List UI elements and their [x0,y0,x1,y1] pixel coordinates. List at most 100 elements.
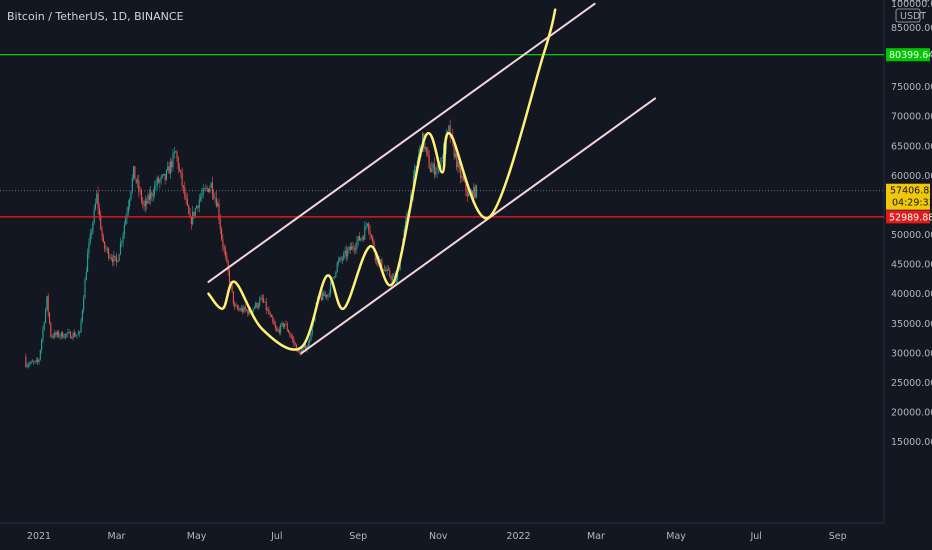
candle-body [299,353,301,355]
price-tick-label: 15000.00 [891,437,932,448]
projected-price-path[interactable] [207,8,557,351]
candle-body [59,336,61,337]
currency-badge[interactable] [895,8,921,23]
candle-body [194,208,196,216]
channel-lower-line[interactable] [300,97,657,354]
candle-body [207,188,209,193]
candle-body [261,297,263,299]
candle-body [356,241,358,249]
candle-body [364,226,366,240]
candle-body [398,268,400,271]
candle-body [29,363,31,365]
candle-body [255,302,257,308]
candle-body [231,284,233,292]
candle-body [109,257,111,259]
candle-body [382,268,384,271]
channel-upper-line[interactable] [207,2,596,283]
candle-body [142,200,144,204]
candle-body [172,153,174,168]
candle-body [238,308,240,310]
candle-body [93,208,95,223]
candle-body [50,323,52,337]
candle-body [110,257,112,259]
candle-body [256,302,258,308]
candle-body [311,323,313,335]
candle-body [38,359,40,362]
price-axis[interactable]: 100000.00 USDT 95000.0090000.0085000.007… [883,0,932,523]
candle-body [341,259,343,260]
candle-body [42,328,44,340]
candle-body [436,167,438,172]
candle-body [71,338,73,339]
candle-body [31,361,33,363]
time-tick-label: May [187,531,207,542]
candle-body [461,176,463,178]
time-axis[interactable]: 2021 Mar May Jul Sep Nov 2022 Mar May Jul Sep [0,522,884,542]
candle-body [47,296,49,313]
candle-body [475,185,477,198]
candle-body [272,317,274,322]
candle-body [385,270,387,272]
candle-body [391,276,393,280]
candle-body [458,161,460,168]
candle-body [104,242,106,249]
candle-body [234,303,236,307]
candle-body [159,180,161,183]
candle-body [289,333,291,336]
resistance-price-tag: 80399.64 [886,48,932,62]
current-price-label: 57406.83 [890,186,932,197]
time-ticks: 2021 Mar May Jul Sep Nov 2022 Mar May Jul Sep [27,531,847,542]
price-tick-label: 90000.00 [891,0,932,4]
candle-body [427,150,429,155]
candle-body [154,185,156,195]
candle-body [294,343,296,345]
candle-body [307,342,309,347]
candle-body [336,262,338,272]
candle-body [75,335,77,337]
candle-body [27,364,30,366]
candle-body [454,153,456,157]
candle-body [340,257,342,260]
candle-body [428,154,430,169]
candle-body [52,336,54,338]
price-tick-label: 70000.00 [891,112,932,123]
candle-body [96,193,98,204]
chart-title: Bitcoin / TetherUS, 1D, BINANCE [7,10,184,23]
candle-body [214,197,216,199]
candle-body [328,293,330,295]
candle-body [26,365,28,367]
candle-body [327,294,329,297]
candle-body [381,259,383,269]
candle-body [63,337,65,339]
candle-body [161,175,164,177]
candle-body [144,201,146,207]
candle-body [56,332,58,335]
candle-body [94,203,97,209]
candle-body [190,217,192,224]
candle-body [330,281,332,294]
time-tick-label: 2022 [506,531,530,542]
candle-body [390,276,392,280]
candle-body [217,203,219,207]
candle-body [406,214,408,222]
candle-body [240,308,242,311]
candle-body [134,166,136,180]
candle-body [343,253,345,260]
candle-body [69,332,72,339]
candle-body [200,197,202,200]
candle-body [210,182,212,188]
candle-body [171,161,173,168]
candle-body [269,314,271,316]
candle-body [326,294,328,297]
candle-body [215,197,217,207]
candle-body [369,230,371,235]
candle-body [360,238,362,241]
candle-body [298,349,300,353]
candle-body [118,254,120,262]
price-tick-label: 65000.00 [891,141,932,152]
candle-body [211,182,213,195]
candle-body [372,236,374,242]
candle-body [126,212,128,218]
candle-body [404,221,407,230]
